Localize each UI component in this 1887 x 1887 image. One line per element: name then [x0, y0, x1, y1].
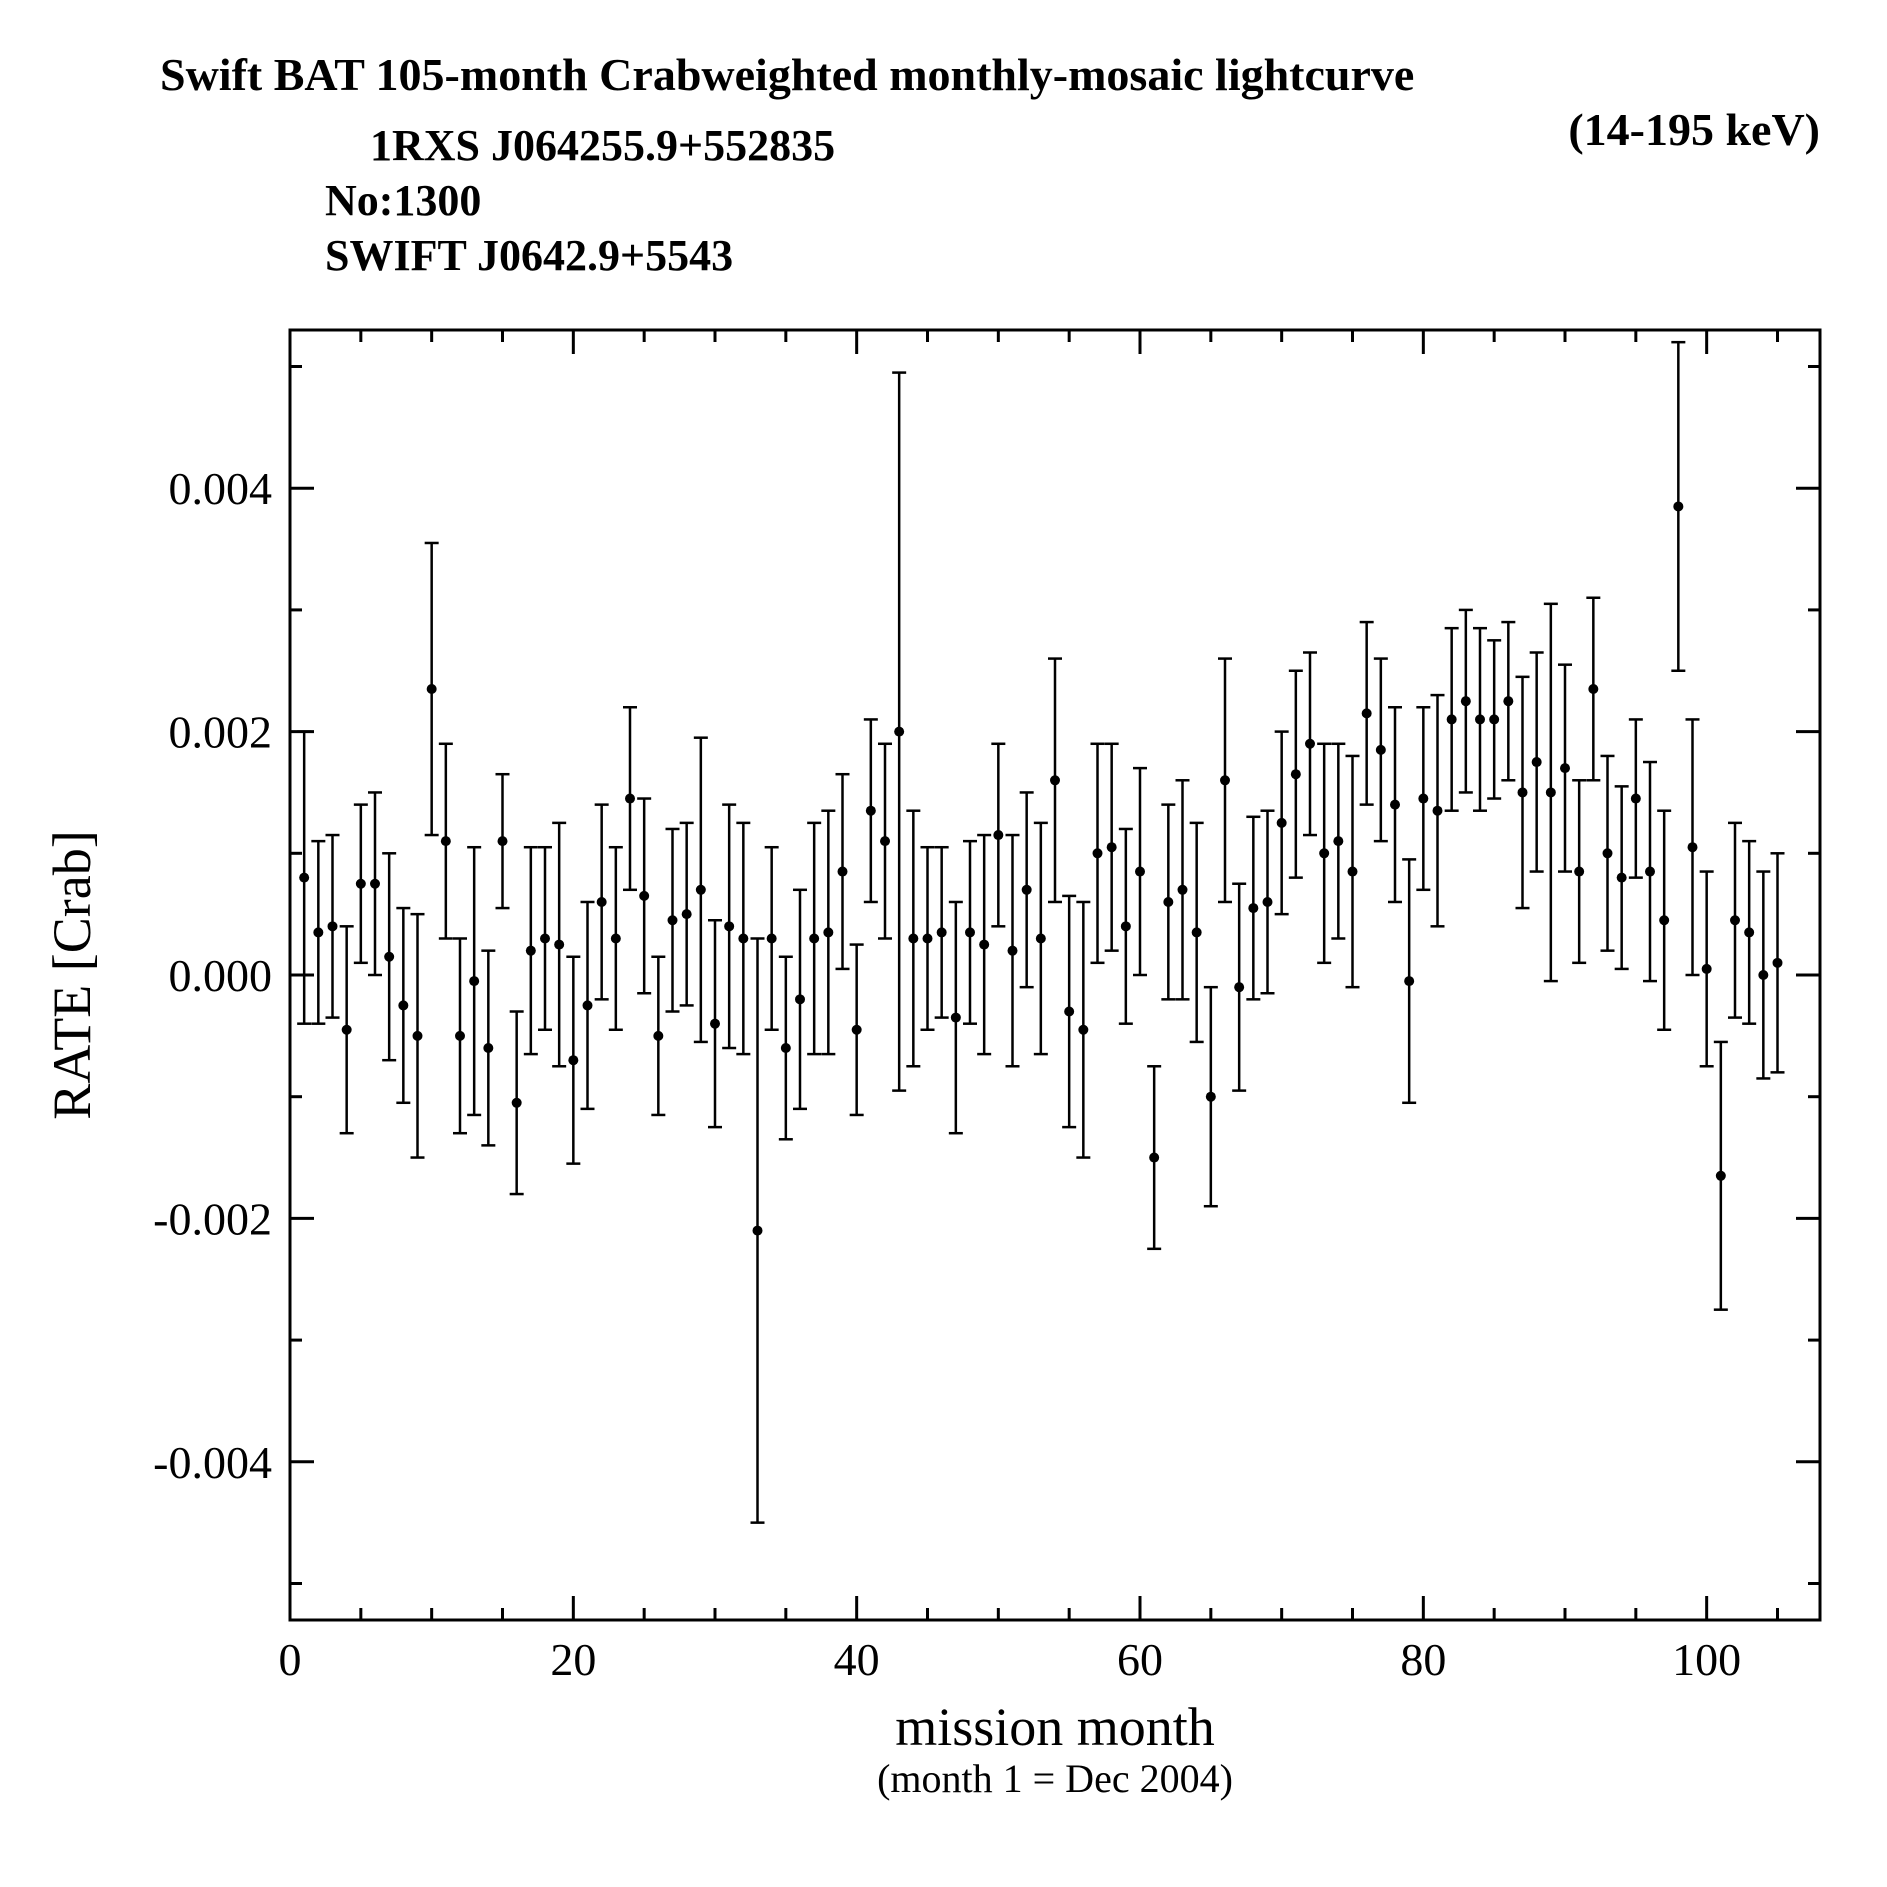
y-tick-label: -0.004: [153, 1437, 272, 1488]
x-tick-label: 20: [550, 1634, 596, 1685]
x-axis-sublabel: (month 1 = Dec 2004): [877, 1756, 1233, 1801]
data-series: [297, 342, 1784, 1522]
x-tick-label: 100: [1672, 1634, 1741, 1685]
x-tick-label: 0: [279, 1634, 302, 1685]
x-tick-label: 60: [1117, 1634, 1163, 1685]
chart-title: Swift BAT 105-month Crabweighted monthly…: [160, 49, 1414, 100]
subtitle-line: SWIFT J0642.9+5543: [325, 231, 733, 280]
plot-frame: [290, 330, 1820, 1620]
x-tick-label: 40: [834, 1634, 880, 1685]
x-axis-label: mission month: [895, 1697, 1215, 1757]
y-tick-label: 0.002: [169, 707, 273, 758]
y-tick-label: -0.002: [153, 1193, 272, 1244]
subtitle-line: No:1300: [325, 176, 481, 225]
lightcurve-plot: Swift BAT 105-month Crabweighted monthly…: [0, 0, 1887, 1887]
x-tick-label: 80: [1400, 1634, 1446, 1685]
y-axis-label: RATE [Crab]: [42, 830, 102, 1119]
y-tick-label: 0.004: [169, 463, 273, 514]
energy-range: (14-195 keV): [1568, 104, 1820, 155]
subtitle-line: 1RXS J064255.9+552835: [370, 121, 835, 170]
chart-container: { "chart": { "type": "scatter-errorbar",…: [0, 0, 1887, 1887]
y-tick-label: 0.000: [169, 950, 273, 1001]
